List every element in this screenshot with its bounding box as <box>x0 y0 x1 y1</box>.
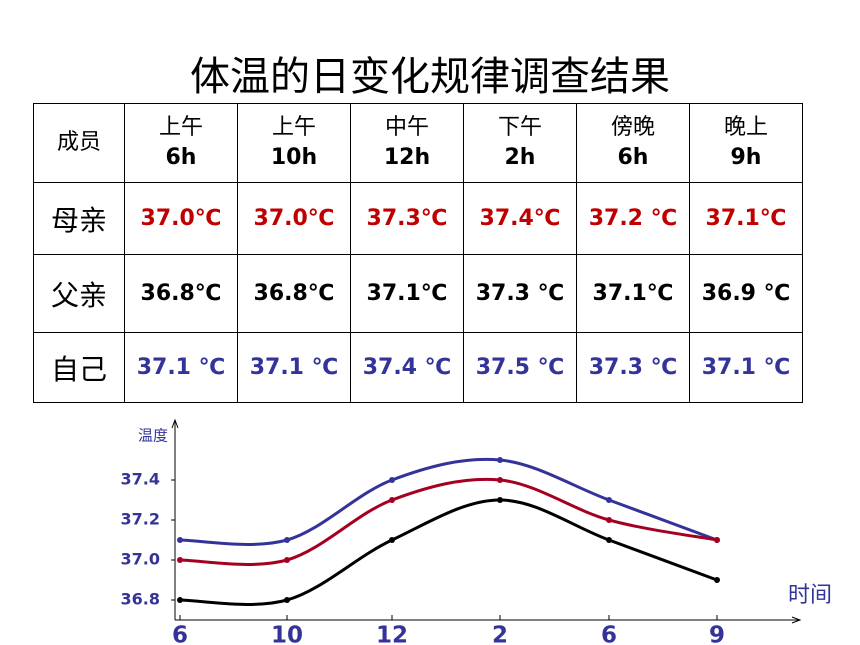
header-period: 中午 <box>384 115 429 140</box>
header-hour: 6h <box>617 145 649 170</box>
y-tick-label: 36.8 <box>121 590 160 609</box>
temperature-cell: 37.1℃ <box>689 182 803 255</box>
header-cell: 上午 10h <box>237 103 351 183</box>
data-point <box>606 497 612 503</box>
temperature-cell: 37.0℃ <box>124 182 238 255</box>
header-cell: 傍晚 6h <box>576 103 690 183</box>
temperature-cell: 36.9 ℃ <box>689 254 803 333</box>
x-tick-label: 12 <box>376 623 408 645</box>
header-hour: 2h <box>504 145 536 170</box>
data-point <box>389 477 395 483</box>
header-cell: 中午 12h <box>350 103 464 183</box>
header-hour: 6h <box>165 145 197 170</box>
header-row: 成员 上午 6h 上午 10h 中午 12h 下午 2h 傍晚 6h 晚上 9h <box>33 103 803 183</box>
header-cell: 晚上 9h <box>689 103 803 183</box>
temperature-cell: 37.3 ℃ <box>463 254 577 333</box>
temperature-cell: 37.1 ℃ <box>124 332 238 403</box>
header-period: 傍晚 <box>610 115 655 140</box>
y-tick-label: 37.2 <box>121 510 160 529</box>
data-point <box>714 577 720 583</box>
header-hour: 9h <box>730 145 762 170</box>
member-cell: 母亲 <box>33 182 125 255</box>
data-point <box>497 497 503 503</box>
x-tick-label: 2 <box>492 623 508 645</box>
temperature-cell: 37.1 ℃ <box>689 332 803 403</box>
table-row: 母亲 37.0℃ 37.0℃ 37.3℃ 37.4℃ 37.2 ℃ 37.1℃ <box>33 182 803 255</box>
header-cell: 成员 <box>33 103 125 183</box>
series-line <box>179 457 718 546</box>
temperature-cell: 37.1℃ <box>576 254 690 333</box>
header-cell: 下午 2h <box>463 103 577 183</box>
y-tick-label: 37.4 <box>121 470 160 489</box>
temperature-cell: 36.8℃ <box>237 254 351 333</box>
table: 成员 上午 6h 上午 10h 中午 12h 下午 2h 傍晚 6h 晚上 9h 母亲 37.0℃ 37.0℃… <box>33 103 803 403</box>
temperature-cell: 37.3 ℃ <box>576 332 690 403</box>
data-point <box>284 537 290 543</box>
data-point <box>284 557 290 563</box>
data-point <box>497 477 503 483</box>
temperature-cell: 37.4℃ <box>463 182 577 255</box>
y-tick-label: 37.0 <box>121 550 160 569</box>
data-point <box>177 537 183 543</box>
header-period: 上午 <box>271 115 316 140</box>
table-row: 父亲 36.8℃ 36.8℃ 37.1℃ 37.3 ℃ 37.1℃ 36.9 ℃ <box>33 254 803 333</box>
temperature-cell: 37.1 ℃ <box>237 332 351 403</box>
series-line <box>179 498 718 606</box>
series-line <box>179 477 718 566</box>
x-tick-label: 10 <box>271 623 303 645</box>
header-period: 下午 <box>497 115 542 140</box>
data-point <box>497 457 503 463</box>
x-axis-arrow <box>791 616 802 624</box>
data-point <box>177 557 183 563</box>
data-point <box>606 517 612 523</box>
y-axis-arrow <box>171 418 179 429</box>
x-axis-label: 时间 <box>788 583 832 608</box>
y-axis-label: 温度 <box>138 427 168 445</box>
table-row: 自己 37.1 ℃ 37.1 ℃ 37.4 ℃ 37.5 ℃ 37.3 ℃ 37.1 ℃ <box>33 332 803 403</box>
data-point <box>714 537 720 543</box>
member-cell: 父亲 <box>33 254 125 333</box>
header-hour: 12h <box>383 145 431 170</box>
data-point <box>389 537 395 543</box>
title: 体温的日变化规律调查结果 <box>190 54 670 100</box>
header-hour: 10h <box>270 145 318 170</box>
data-point <box>389 497 395 503</box>
temperature-cell: 37.2 ℃ <box>576 182 690 255</box>
header-period: 上午 <box>158 115 203 140</box>
x-tick-label: 9 <box>709 623 725 645</box>
x-tick-label: 6 <box>601 623 617 645</box>
data-point <box>177 597 183 603</box>
temperature-cell: 37.1℃ <box>350 254 464 333</box>
header-period: 晚上 <box>723 115 768 140</box>
x-tick-label: 6 <box>172 623 188 645</box>
data-point <box>284 597 290 603</box>
data-point <box>606 537 612 543</box>
